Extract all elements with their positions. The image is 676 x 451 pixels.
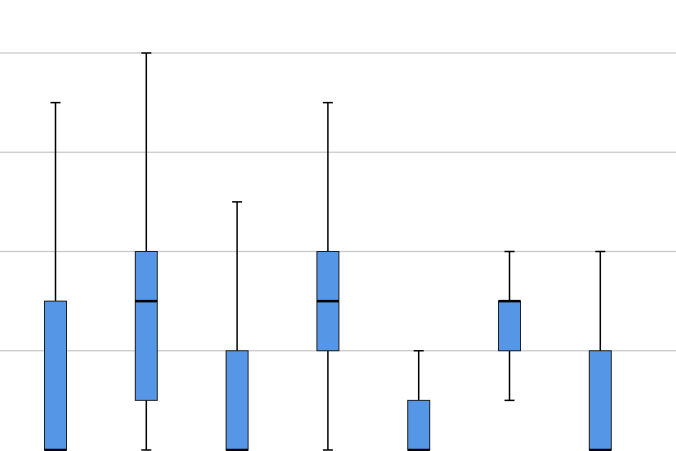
- box-iqr: [225, 350, 249, 451]
- box-plot-6: [498, 250, 521, 402]
- box-iqr: [134, 251, 158, 401]
- box-iqr: [44, 300, 67, 451]
- box-plot-2: [134, 52, 158, 451]
- box-plot-5: [407, 350, 431, 451]
- box-iqr: [407, 399, 431, 451]
- box-plot-7: [588, 250, 612, 451]
- box-plot-4: [316, 101, 340, 451]
- box-plot-3: [225, 201, 249, 451]
- box-plot-1: [44, 101, 67, 451]
- box-iqr: [588, 350, 612, 451]
- box-plots: [44, 52, 612, 451]
- box-iqr: [498, 300, 521, 352]
